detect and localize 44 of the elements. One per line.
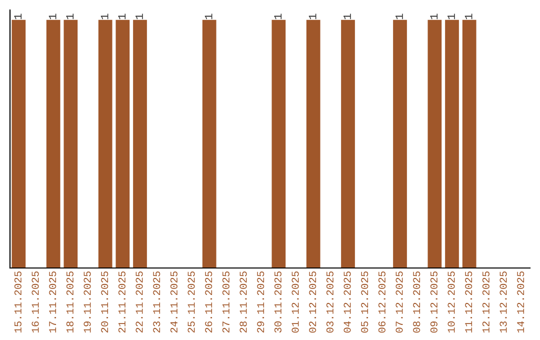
x-tick-label: 19.11.2025 (84, 271, 91, 333)
data-label: 1 (14, 14, 22, 20)
x-tick-label: 03.12.2025 (326, 271, 334, 333)
x-tick-label: 05.12.2025 (361, 271, 368, 333)
x-tick-label: 30.11.2025 (274, 271, 282, 333)
x-tick-label: 04.12.2025 (344, 271, 351, 333)
x-tick-label: 20.11.2025 (101, 271, 108, 333)
x-tick-label: 16.11.2025 (32, 271, 39, 333)
x-tick-label: 22.11.2025 (136, 271, 143, 333)
data-label: 1 (66, 14, 74, 20)
data-label: 1 (204, 14, 212, 20)
data-label: 1 (344, 14, 351, 20)
data-label: 1 (48, 14, 56, 20)
x-tick-label: 15.11.2025 (14, 271, 22, 333)
data-label: 1 (396, 14, 403, 20)
data-label: 1 (274, 14, 282, 20)
x-tick-label: 12.12.2025 (482, 271, 490, 333)
data-label: 1 (100, 14, 108, 20)
x-tick-label: 21.11.2025 (118, 271, 126, 333)
x-tick-label: 28.11.2025 (240, 271, 247, 333)
x-tick-label: 17.11.2025 (49, 271, 56, 333)
data-label: 1 (430, 14, 438, 20)
x-tick-label: 23.11.2025 (153, 271, 160, 333)
x-tick-label: 18.11.2025 (66, 271, 74, 333)
x-tick-label: 25.11.2025 (188, 271, 195, 333)
x-tick-label: 13.12.2025 (500, 271, 507, 333)
x-tick-label: 06.12.2025 (378, 271, 386, 333)
data-label: 1 (448, 14, 455, 20)
x-tick-label: 24.11.2025 (170, 271, 178, 333)
data-label: 1 (118, 14, 126, 20)
data-label: 1 (136, 14, 143, 20)
x-tick-label: 09.12.2025 (430, 271, 438, 333)
x-tick-label: 02.12.2025 (309, 271, 316, 333)
x-tick-label: 29.11.2025 (257, 271, 264, 333)
x-tick-label: 11.12.2025 (465, 271, 472, 333)
data-label: 1 (308, 14, 316, 20)
data-label: 1 (464, 14, 472, 20)
x-tick-label: 27.11.2025 (222, 271, 230, 333)
x-tick-label: 26.11.2025 (205, 271, 212, 333)
x-tick-label: 14.12.2025 (517, 271, 524, 333)
x-tick-label: 10.12.2025 (448, 271, 455, 333)
x-tick-label: 08.12.2025 (413, 271, 420, 333)
x-tick-label: 01.12.2025 (292, 271, 299, 333)
x-tick-label: 07.12.2025 (396, 271, 403, 333)
